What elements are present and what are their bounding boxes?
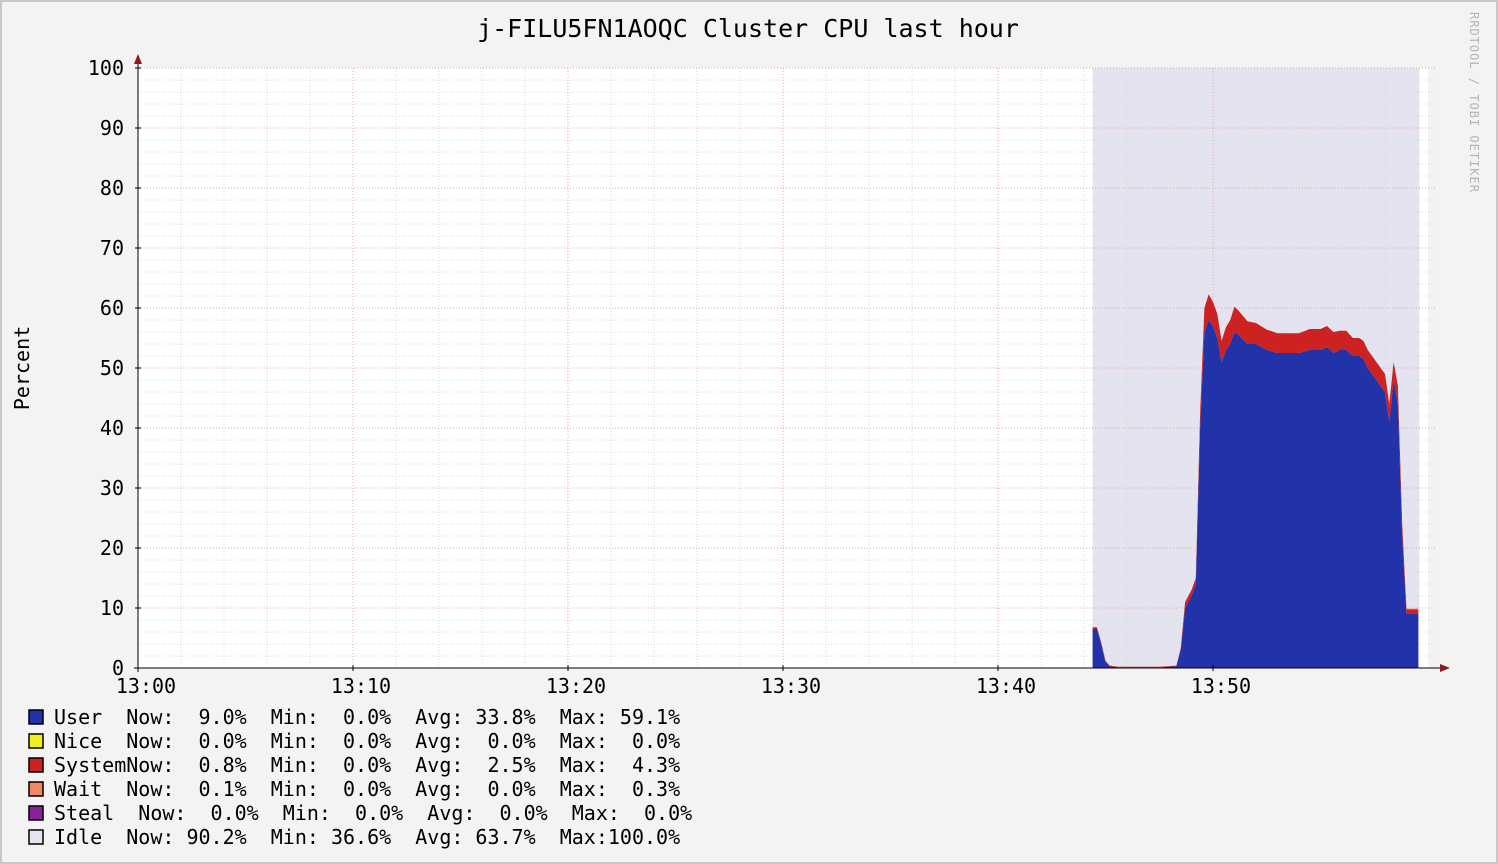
y-tick-label: 80 [100,176,124,200]
grid-layer [137,67,1436,669]
rrdtool-watermark: RRDTOOL / TOBI OETIKER [1467,12,1481,193]
y-tick-label: 70 [100,236,124,260]
y-axis-label: Percent [10,326,34,410]
legend-swatch-nice [28,733,44,749]
series-area-user [1092,320,1419,668]
x-axis-arrow [1440,664,1450,672]
chart-title: j-FILU5FN1AOQC Cluster CPU last hour [477,14,1019,43]
tick-label-layer: 0 10 20 30 40 50 60 70 80 90 100 13:00 13:10 13:20 13:… [88,56,1251,698]
x-tick-label: 13:30 [761,674,821,698]
y-tick-label: 10 [100,596,124,620]
x-tick-label: 13:10 [331,674,391,698]
legend-entry-idle: Idle Now: 90.2% Min: 36.6% Avg: 63.7% Ma… [54,825,680,849]
y-tick-label: 40 [100,416,124,440]
y-tick-label: 50 [100,356,124,380]
legend-entry-user: User Now: 9.0% Min: 0.0% Avg: 33.8% Max:… [54,705,680,729]
legend-entry-steal: Steal Now: 0.0% Min: 0.0% Avg: 0.0% Max:… [54,801,692,825]
legend: User Now: 9.0% Min: 0.0% Avg: 33.8% Max:… [28,705,692,849]
y-tick-label: 20 [100,536,124,560]
y-tick-label: 0 [112,656,124,680]
y-tick-label: 60 [100,296,124,320]
x-tick-label: 13:50 [1191,674,1251,698]
legend-entry-wait: Wait Now: 0.1% Min: 0.0% Avg: 0.0% Max: … [54,777,680,801]
x-tick-label: 13:40 [976,674,1036,698]
y-axis-arrow [134,54,142,64]
y-tick-label: 30 [100,476,124,500]
legend-swatch-system [28,757,44,773]
x-tick-label: 13:00 [116,674,176,698]
axis-layer [134,54,1450,672]
x-tick-label: 13:20 [546,674,606,698]
legend-entry-system: SystemNow: 0.8% Min: 0.0% Avg: 2.5% Max:… [54,753,680,777]
y-tick-label: 100 [88,56,124,80]
series-area-layer [1092,294,1419,668]
legend-entry-nice: Nice Now: 0.0% Min: 0.0% Avg: 0.0% Max: … [54,729,680,753]
legend-swatch-user [28,709,44,725]
y-tick-label: 90 [100,116,124,140]
legend-swatch-wait [28,781,44,797]
legend-swatch-steal [28,805,44,821]
legend-swatch-idle [28,829,44,845]
